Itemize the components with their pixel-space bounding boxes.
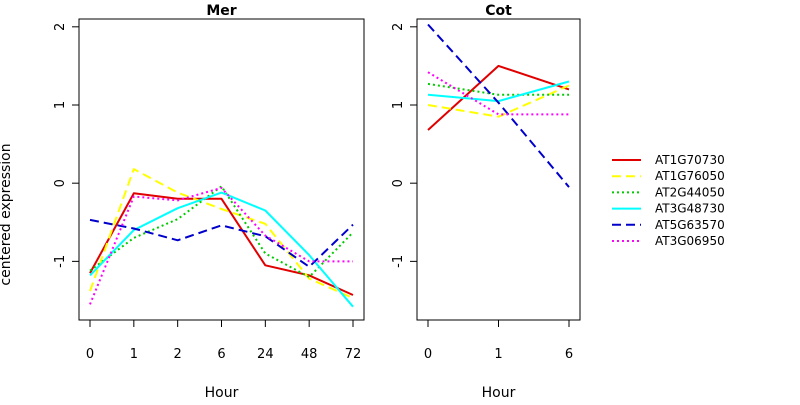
x-tick-label: 6 [565,347,573,362]
series-line-at3g48730 [89,191,354,308]
chart-title: Cot [485,3,512,19]
series-line-at5g63570 [89,218,354,268]
y-tick-label: 0 [391,179,406,187]
y-tick-label: 1 [391,101,406,109]
series-line-at1g76050 [427,84,570,118]
series-line-at1g70730 [89,192,354,296]
x-tick-label: 0 [86,347,94,362]
y-tick-label: 2 [53,23,68,31]
x-axis-label: Hour [205,385,239,400]
panel-mer: Mer -1 0 1 2 0 1 2 6 24 48 72 Hour centered expressio… [0,3,365,401]
legend-label: AT3G48730 [655,202,725,216]
x-tick-label: 24 [257,347,274,362]
legend-label: AT2G44050 [655,185,725,199]
series-line-at1g70730 [427,64,570,131]
series-line-at3g06950 [89,186,353,305]
x-tick-label: 72 [345,347,362,362]
panel-cot: Cot -1 0 1 2 0 1 6 Hour [391,3,581,401]
legend-label: AT3G06950 [655,234,725,248]
chart-title: Mer [206,3,236,19]
y-tick-label: 2 [391,23,406,31]
x-tick-label: 48 [301,347,318,362]
y-tick-label: -1 [53,255,68,268]
x-tick-label: 1 [494,347,502,362]
legend-label: AT1G70730 [655,153,725,167]
series-line-at1g76050 [89,168,354,300]
plot-frame [78,18,365,321]
series-line-at3g48730 [427,80,570,103]
legend-label: AT5G63570 [655,218,725,232]
x-tick-label: 1 [130,347,138,362]
y-axis-label: centered expression [0,143,14,285]
x-axis-label: Hour [482,385,516,400]
x-tick-label: 0 [424,347,432,362]
legend-label: AT1G76050 [655,169,725,183]
x-tick-label: 2 [174,347,182,362]
y-tick-label: -1 [391,255,406,268]
x-tick-label: 6 [217,347,225,362]
legend: AT1G70730 AT1G76050 AT2G44050 AT3G48730 AT5G… [612,153,725,248]
series-line-at5g63570 [427,23,570,188]
plot-frame [416,18,581,321]
y-tick-label: 0 [53,179,68,187]
y-tick-label: 1 [53,101,68,109]
series-line-at2g44050 [427,82,569,96]
